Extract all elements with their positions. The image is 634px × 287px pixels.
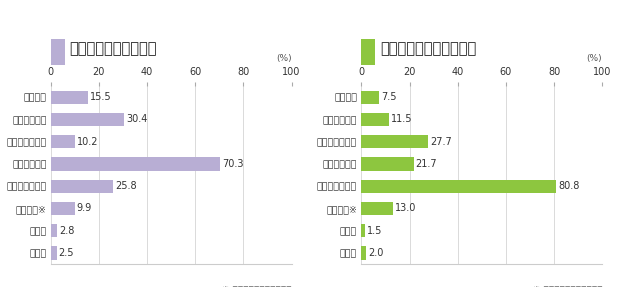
Text: (%): (%) bbox=[586, 54, 602, 63]
Text: 70.3: 70.3 bbox=[222, 159, 243, 169]
Text: 30.4: 30.4 bbox=[126, 115, 147, 125]
Text: 15.5: 15.5 bbox=[90, 92, 112, 102]
Bar bbox=[361, 202, 392, 215]
Text: 10.2: 10.2 bbox=[77, 137, 99, 147]
Bar bbox=[51, 113, 124, 126]
Text: 2.8: 2.8 bbox=[60, 226, 75, 236]
Bar bbox=[51, 202, 75, 215]
Text: ※ 社宅、公的住宅等を含む: ※ 社宅、公的住宅等を含む bbox=[533, 285, 602, 287]
Bar bbox=[51, 157, 220, 170]
Bar bbox=[361, 180, 556, 193]
Text: 1.5: 1.5 bbox=[367, 226, 382, 236]
Text: 27.7: 27.7 bbox=[430, 137, 452, 147]
Bar bbox=[361, 157, 413, 170]
Text: 13.0: 13.0 bbox=[394, 203, 416, 214]
Text: 25.8: 25.8 bbox=[115, 181, 136, 191]
Text: (%): (%) bbox=[276, 54, 292, 63]
Text: 11.5: 11.5 bbox=[391, 115, 413, 125]
Bar bbox=[51, 224, 58, 237]
Bar bbox=[361, 224, 365, 237]
Text: 80.8: 80.8 bbox=[558, 181, 579, 191]
Bar bbox=[361, 135, 428, 148]
Bar bbox=[51, 135, 75, 148]
Text: 2.0: 2.0 bbox=[368, 248, 384, 258]
Text: 9.9: 9.9 bbox=[77, 203, 92, 214]
Bar bbox=[51, 91, 88, 104]
Bar bbox=[51, 246, 57, 259]
Text: 21.7: 21.7 bbox=[416, 159, 437, 169]
Text: ※ 社宅、公的住宅等を含む: ※ 社宅、公的住宅等を含む bbox=[222, 285, 292, 287]
Bar bbox=[361, 113, 389, 126]
Text: 中古マンション取得世帯: 中古マンション取得世帯 bbox=[380, 41, 477, 56]
Bar bbox=[51, 180, 113, 193]
Text: 中古戸建住宅取得世帯: 中古戸建住宅取得世帯 bbox=[70, 41, 157, 56]
Bar bbox=[361, 246, 366, 259]
Text: 2.5: 2.5 bbox=[59, 248, 74, 258]
Bar bbox=[361, 91, 379, 104]
Text: 7.5: 7.5 bbox=[382, 92, 397, 102]
